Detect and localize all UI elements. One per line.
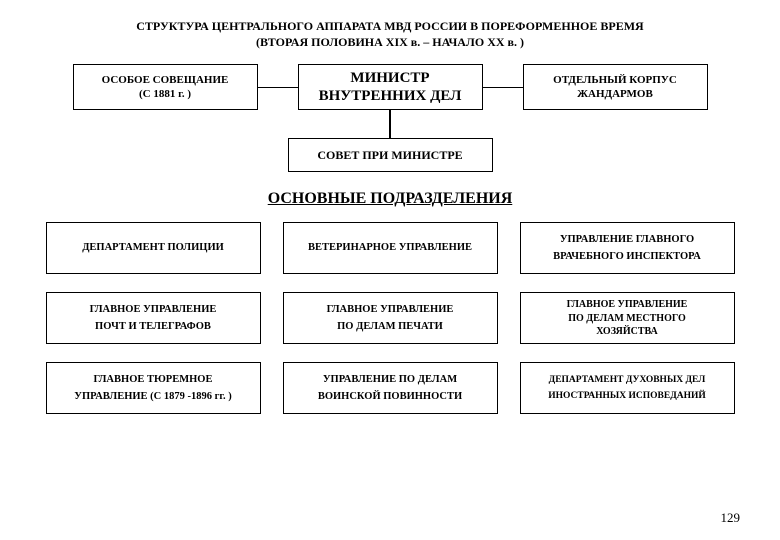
node-veterinary: ВЕТЕРИНАРНОЕ УПРАВЛЕНИЕ — [283, 222, 498, 274]
section-heading: ОСНОВНЫЕ ПОДРАЗДЕЛЕНИЯ — [0, 190, 780, 208]
title-line-2: (ВТОРАЯ ПОЛОВИНА XIX в. – НАЧАЛО XX в. ) — [80, 34, 700, 50]
node-local-economy: ГЛАВНОЕ УПРАВЛЕНИЕ ПО ДЕЛАМ МЕСТНОГО ХОЗ… — [520, 292, 735, 344]
node-police-dept: ДЕПАРТАМЕНТ ПОЛИЦИИ — [46, 222, 261, 274]
label: ДЕПАРТАМЕНТ ДУХОВНЫХ ДЕЛ — [549, 372, 706, 388]
label: ОСОБОЕ СОВЕЩАНИЕ — [102, 73, 229, 88]
label: ОТДЕЛЬНЫЙ КОРПУС — [553, 73, 677, 88]
label: ПОЧТ И ТЕЛЕГРАФОВ — [95, 318, 211, 336]
label: ВЕТЕРИНАРНОЕ УПРАВЛЕНИЕ — [308, 239, 472, 257]
label: (С 1881 г. ) — [139, 87, 191, 102]
label: ГЛАВНОЕ УПРАВЛЕНИЕ — [90, 301, 217, 319]
node-special-council: ОСОБОЕ СОВЕЩАНИЕ (С 1881 г. ) — [73, 64, 258, 110]
node-medical-inspector: УПРАВЛЕНИЕ ГЛАВНОГО ВРАЧЕБНОГО ИНСПЕКТОР… — [520, 222, 735, 274]
label: УПРАВЛЕНИЕ ГЛАВНОГО — [560, 231, 694, 249]
label: ГЛАВНОЕ УПРАВЛЕНИЕ — [327, 301, 454, 319]
label: ГЛАВНОЕ ТЮРЕМНОЕ — [94, 371, 213, 389]
label: ЖАНДАРМОВ — [577, 87, 653, 102]
top-row: ОСОБОЕ СОВЕЩАНИЕ (С 1881 г. ) МИНИСТР ВН… — [0, 64, 780, 110]
node-foreign-confessions: ДЕПАРТАМЕНТ ДУХОВНЫХ ДЕЛ ИНОСТРАННЫХ ИСП… — [520, 362, 735, 414]
title-line-1: СТРУКТУРА ЦЕНТРАЛЬНОГО АППАРАТА МВД РОСС… — [80, 18, 700, 34]
node-minister: МИНИСТР ВНУТРЕННИХ ДЕЛ — [298, 64, 483, 110]
node-council: СОВЕТ ПРИ МИНИСТРЕ — [288, 138, 493, 172]
label: ГЛАВНОЕ УПРАВЛЕНИЕ — [567, 298, 688, 312]
label: МИНИСТР — [350, 69, 429, 87]
label: СОВЕТ ПРИ МИНИСТРЕ — [317, 148, 462, 163]
diagram-title: СТРУКТУРА ЦЕНТРАЛЬНОГО АППАРАТА МВД РОСС… — [0, 0, 780, 58]
connector — [389, 110, 391, 138]
label: ХОЗЯЙСТВА — [596, 325, 658, 339]
label: УПРАВЛЕНИЕ ПО ДЕЛАМ — [323, 371, 457, 389]
subdivisions-grid: ДЕПАРТАМЕНТ ПОЛИЦИИ ВЕТЕРИНАРНОЕ УПРАВЛЕ… — [0, 222, 780, 414]
node-military-duty: УПРАВЛЕНИЕ ПО ДЕЛАМ ВОИНСКОЙ ПОВИННОСТИ — [283, 362, 498, 414]
label: УПРАВЛЕНИЕ (С 1879 -1896 гг. ) — [74, 388, 231, 406]
label: ДЕПАРТАМЕНТ ПОЛИЦИИ — [82, 239, 224, 257]
node-press-affairs: ГЛАВНОЕ УПРАВЛЕНИЕ ПО ДЕЛАМ ПЕЧАТИ — [283, 292, 498, 344]
label: ПО ДЕЛАМ ПЕЧАТИ — [337, 318, 443, 336]
connector — [483, 87, 523, 89]
label: ВРАЧЕБНОГО ИНСПЕКТОРА — [553, 248, 701, 266]
connector — [258, 87, 298, 89]
mid-connector: СОВЕТ ПРИ МИНИСТРЕ — [0, 110, 780, 172]
node-post-telegraph: ГЛАВНОЕ УПРАВЛЕНИЕ ПОЧТ И ТЕЛЕГРАФОВ — [46, 292, 261, 344]
node-gendarmes: ОТДЕЛЬНЫЙ КОРПУС ЖАНДАРМОВ — [523, 64, 708, 110]
label: ПО ДЕЛАМ МЕСТНОГО — [568, 312, 686, 326]
page-number: 129 — [721, 510, 741, 526]
node-prison: ГЛАВНОЕ ТЮРЕМНОЕ УПРАВЛЕНИЕ (С 1879 -189… — [46, 362, 261, 414]
label: ВОИНСКОЙ ПОВИННОСТИ — [318, 388, 462, 406]
label: ВНУТРЕННИХ ДЕЛ — [319, 87, 462, 105]
label: ИНОСТРАННЫХ ИСПОВЕДАНИЙ — [548, 388, 706, 404]
